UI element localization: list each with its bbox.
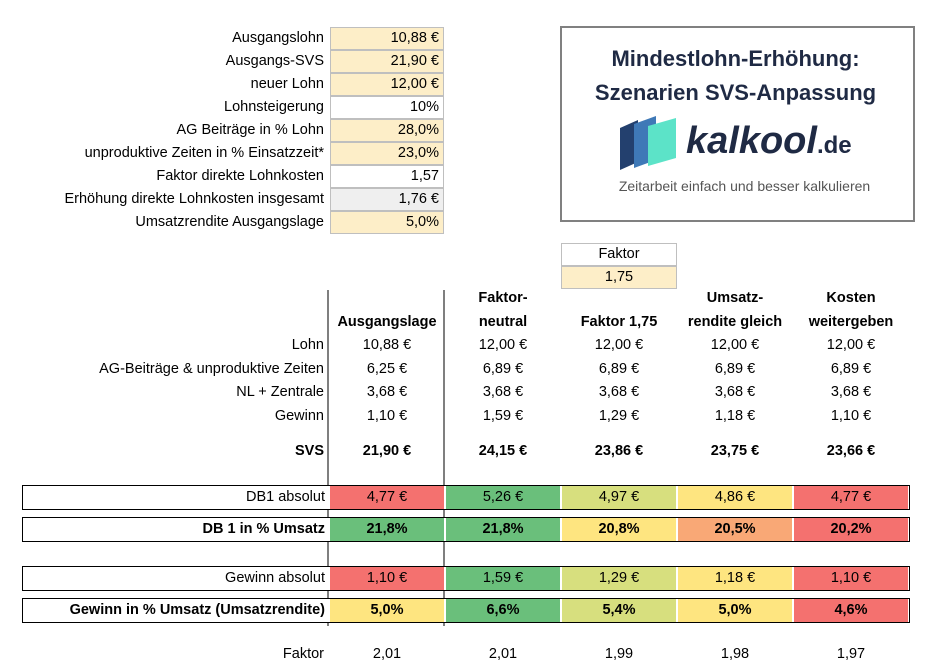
- gewinn-percent-value: 5,0%: [678, 599, 792, 622]
- brand-tld: .de: [816, 132, 852, 159]
- svs-value: 23,86 €: [594, 443, 644, 459]
- column-header-line1: Faktor-: [478, 290, 528, 306]
- db1-percent-value: 20,2%: [794, 518, 908, 541]
- brand-wordmark: kalkool.de: [686, 120, 852, 163]
- input-label: Ausgangslohn: [232, 30, 324, 46]
- row-value: 12,00 €: [594, 337, 644, 353]
- title-logo-box: Mindestlohn-Erhöhung: Szenarien SVS-Anpa…: [560, 26, 915, 222]
- faktor-input-label: Faktor: [561, 243, 677, 266]
- input-label: Erhöhung direkte Lohnkosten insgesamt: [64, 191, 324, 207]
- gewinn-absolut-value: 1,10 €: [330, 567, 444, 590]
- column-header-line1: Kosten: [826, 290, 876, 306]
- input-label: Lohnsteigerung: [224, 99, 324, 115]
- faktor-row-value: 1,98: [720, 646, 750, 662]
- row-value: 12,00 €: [826, 337, 876, 353]
- column-divider-left: [327, 290, 329, 626]
- faktor-row-value: 2,01: [488, 646, 518, 662]
- gewinn-percent-value: 4,6%: [794, 599, 908, 622]
- db1-absolut-value: 5,26 €: [446, 486, 560, 509]
- faktor-row-value: 2,01: [372, 646, 402, 662]
- faktor-row-value: 1,97: [836, 646, 866, 662]
- input-label: AG Beiträge in % Lohn: [176, 122, 324, 138]
- input-value[interactable]: 12,00 €: [330, 73, 444, 96]
- gewinn-percent-value: 6,6%: [446, 599, 560, 622]
- db1-percent-value: 21,8%: [330, 518, 444, 541]
- input-value[interactable]: 10%: [330, 96, 444, 119]
- db1-absolut-value: 4,86 €: [678, 486, 792, 509]
- db1-percent-value: 20,5%: [678, 518, 792, 541]
- row-value: 3,68 €: [598, 384, 640, 400]
- row-value: 1,10 €: [830, 408, 872, 424]
- db1-absolut-value: 4,97 €: [562, 486, 676, 509]
- faktor-row-label: Faktor: [282, 646, 324, 662]
- input-value[interactable]: 1,57: [330, 165, 444, 188]
- input-value[interactable]: 21,90 €: [330, 50, 444, 73]
- row-value: 3,68 €: [366, 384, 408, 400]
- row-value: 1,10 €: [366, 408, 408, 424]
- brand-tagline: Zeitarbeit einfach und besser kalkuliere…: [618, 178, 871, 194]
- db1-absolut-value: 4,77 €: [794, 486, 908, 509]
- row-value: 6,25 €: [366, 361, 408, 377]
- row-value: 3,68 €: [830, 384, 872, 400]
- column-header-line2: rendite gleich: [687, 314, 783, 330]
- gewinn-absolut-value: 1,29 €: [562, 567, 676, 590]
- row-value: 3,68 €: [714, 384, 756, 400]
- column-divider-right: [443, 290, 445, 626]
- input-label: Umsatzrendite Ausgangslage: [135, 214, 324, 230]
- gewinn-absolut-value: 1,18 €: [678, 567, 792, 590]
- gewinn-absolut-label: Gewinn absolut: [225, 570, 325, 586]
- row-value: 10,88 €: [362, 337, 412, 353]
- title-line-2: Szenarien SVS-Anpassung: [594, 80, 877, 105]
- row-value: 6,89 €: [482, 361, 524, 377]
- row-value: 6,89 €: [598, 361, 640, 377]
- input-value[interactable]: 5,0%: [330, 211, 444, 234]
- column-header-line1: Umsatz-: [706, 290, 764, 306]
- title-line-1: Mindestlohn-Erhöhung:: [611, 46, 860, 71]
- svs-value: 24,15 €: [478, 443, 528, 459]
- row-value: 1,29 €: [598, 408, 640, 424]
- input-label: Ausgangs-SVS: [225, 53, 324, 69]
- row-value: 6,89 €: [714, 361, 756, 377]
- db1-percent-value: 21,8%: [446, 518, 560, 541]
- gewinn-percent-value: 5,0%: [330, 599, 444, 622]
- faktor-input-value[interactable]: 1,75: [561, 266, 677, 289]
- input-value[interactable]: 23,0%: [330, 142, 444, 165]
- svs-label: SVS: [294, 443, 324, 459]
- kalkool-logo-icon: [620, 116, 676, 170]
- db1-absolut-value: 4,77 €: [330, 486, 444, 509]
- gewinn-percent-value: 5,4%: [562, 599, 676, 622]
- row-value: 12,00 €: [478, 337, 528, 353]
- row-label: Lohn: [291, 337, 324, 353]
- row-label: NL + Zentrale: [236, 384, 324, 400]
- gewinn-absolut-value: 1,59 €: [446, 567, 560, 590]
- faktor-row-value: 1,99: [604, 646, 634, 662]
- brand-name: kalkool: [686, 120, 817, 162]
- column-header-line2: Faktor 1,75: [580, 314, 658, 330]
- svs-value: 21,90 €: [362, 443, 412, 459]
- row-value: 6,89 €: [830, 361, 872, 377]
- row-value: 1,18 €: [714, 408, 756, 424]
- row-label: Gewinn: [274, 408, 324, 424]
- gewinn-percent-label: Gewinn in % Umsatz (Umsatzrendite): [69, 602, 325, 618]
- column-header-line2: weitergeben: [808, 314, 894, 330]
- input-value[interactable]: 1,76 €: [330, 188, 444, 211]
- row-value: 12,00 €: [710, 337, 760, 353]
- row-label: AG-Beiträge & unproduktive Zeiten: [99, 361, 324, 377]
- db1-percent-label: DB 1 in % Umsatz: [202, 521, 325, 537]
- gewinn-absolut-value: 1,10 €: [794, 567, 908, 590]
- column-header-line2: Ausgangslage: [337, 314, 437, 330]
- row-value: 1,59 €: [482, 408, 524, 424]
- input-value[interactable]: 28,0%: [330, 119, 444, 142]
- row-value: 3,68 €: [482, 384, 524, 400]
- column-header-line2: neutral: [478, 314, 528, 330]
- svs-value: 23,75 €: [710, 443, 760, 459]
- svs-value: 23,66 €: [826, 443, 876, 459]
- input-value[interactable]: 10,88 €: [330, 27, 444, 50]
- db1-absolut-label: DB1 absolut: [246, 489, 325, 505]
- input-label: unproduktive Zeiten in % Einsatzzeit*: [84, 145, 324, 161]
- db1-percent-value: 20,8%: [562, 518, 676, 541]
- input-label: Faktor direkte Lohnkosten: [156, 168, 324, 184]
- input-label: neuer Lohn: [250, 76, 324, 92]
